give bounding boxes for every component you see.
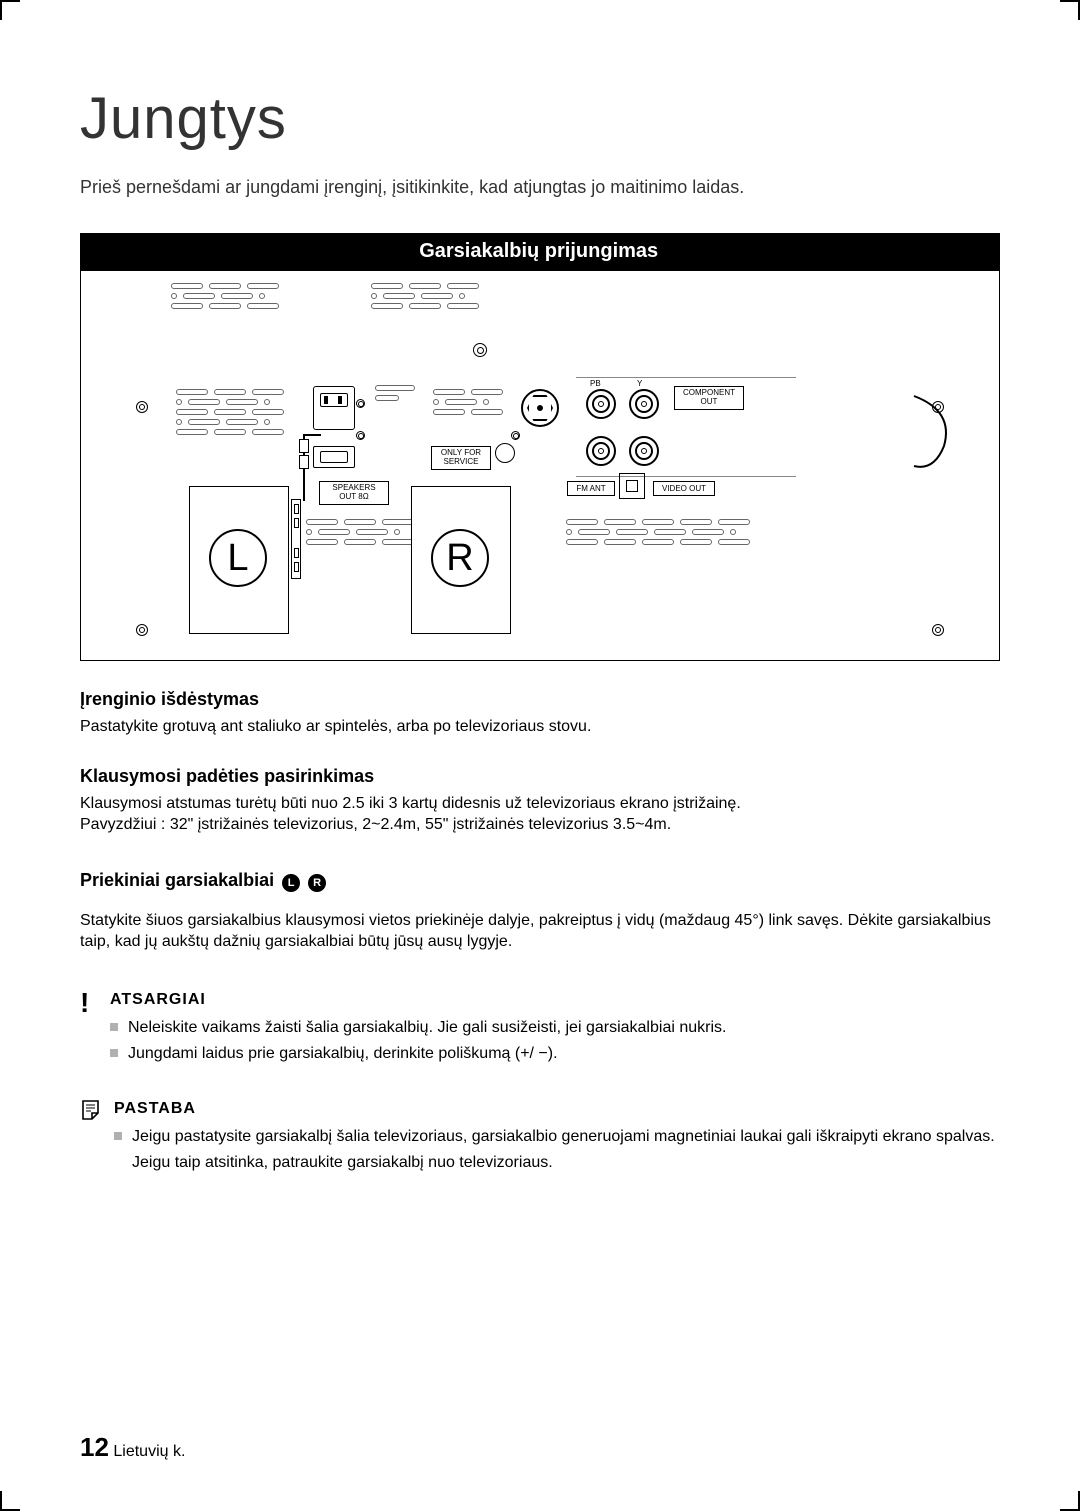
note-title: PASTABA: [114, 1100, 196, 1117]
crop-mark: [0, 1491, 20, 1511]
label-y: Y: [637, 379, 642, 388]
caution-item: Jungdami laidus prie garsiakalbių, derin…: [110, 1041, 1000, 1067]
label-only-for-service: ONLY FOR SERVICE: [431, 446, 491, 470]
fmant-connector: [619, 473, 645, 499]
screw-icon: [136, 624, 148, 636]
speaker-left-circle: L: [209, 529, 267, 587]
note-list: Jeigu pastatysite garsiakalbį šalia tele…: [114, 1124, 1000, 1175]
note-callout: PASTABA Jeigu pastatysite garsiakalbį ša…: [80, 1100, 1000, 1175]
speaker-badge-l: L: [282, 874, 300, 892]
section-header-text: Garsiakalbių prijungimas: [411, 233, 1000, 271]
vent-group: [171, 283, 279, 309]
vent-group: [433, 389, 503, 415]
cable: [303, 434, 321, 436]
caution-list: Neleiskite vaikams žaisti šalia garsiaka…: [110, 1015, 1000, 1066]
exclamation-icon: !: [80, 987, 89, 1019]
footer-lang: Lietuvių k.: [113, 1443, 185, 1460]
screw-icon: [511, 431, 520, 440]
coax-jack: [521, 389, 559, 427]
vent-group: [371, 283, 479, 309]
crop-mark: [1060, 1491, 1080, 1511]
label-pb: PB: [590, 379, 601, 388]
note-icon: [80, 1098, 104, 1129]
label-component-out: COMPONENT OUT: [674, 386, 744, 410]
placement-title: Įrenginio išdėstymas: [80, 689, 1000, 710]
crop-mark: [0, 0, 20, 20]
front-speakers-text: Statykite šiuos garsiakalbius klausymosi…: [80, 910, 1000, 953]
note-item: Jeigu pastatysite garsiakalbį šalia tele…: [114, 1124, 1000, 1175]
label-speakers-out: SPEAKERS OUT 8Ω: [319, 481, 389, 505]
label-video-out: VIDEO OUT: [653, 481, 715, 496]
plug: [299, 455, 309, 469]
caution-callout: ! ATSARGIAI Neleiskite vaikams žaisti ša…: [80, 991, 1000, 1066]
page-title: Jungtys: [80, 85, 1000, 152]
service-jack: [495, 443, 515, 463]
front-speakers-title: Priekiniai garsiakalbiai L R: [80, 870, 1000, 892]
rca-jack: [629, 389, 659, 419]
rca-jack: [586, 389, 616, 419]
vent-group: [566, 519, 750, 545]
caution-item: Neleiskite vaikams žaisti šalia garsiaka…: [110, 1015, 1000, 1041]
speaker-badge-r: R: [308, 874, 326, 892]
listening-title: Klausymosi padėties pasirinkimas: [80, 766, 1000, 787]
screw-icon: [473, 343, 487, 357]
rca-jack: [586, 436, 616, 466]
screw-icon: [356, 431, 365, 440]
power-socket: [313, 386, 355, 430]
speaker-terminal: [291, 499, 301, 579]
crop-mark: [1060, 0, 1080, 20]
listening-text1: Klausymosi atstumas turėtų būti nuo 2.5 …: [80, 793, 1000, 815]
label-fm-ant: FM ANT: [567, 481, 615, 496]
page-footer: 12 Lietuvių k.: [80, 1432, 185, 1463]
intro-text: Prieš pernešdami ar jungdami įrenginį, į…: [80, 177, 1000, 198]
rca-jack: [629, 436, 659, 466]
vent-group: [306, 519, 414, 545]
vent-group: [375, 385, 415, 401]
caution-title: ATSARGIAI: [110, 991, 206, 1008]
connector: [313, 446, 355, 468]
placement-text: Pastatykite grotuvą ant staliuko ar spin…: [80, 716, 1000, 738]
screw-icon: [932, 624, 944, 636]
screw-icon: [356, 399, 365, 408]
rear-panel-diagram: ONLY FOR SERVICE PB Y COMPONENT OUT SPEA…: [80, 271, 1000, 661]
page-number: 12: [80, 1432, 109, 1462]
screw-icon: [136, 401, 148, 413]
listening-text2: Pavyzdžiui : 32" įstrižainės televizoriu…: [80, 814, 1000, 836]
plug: [299, 439, 309, 453]
cable-curve: [909, 391, 969, 481]
section-header-bar: Garsiakalbių prijungimas: [80, 233, 1000, 271]
vent-group: [176, 389, 284, 435]
speaker-right-circle: R: [431, 529, 489, 587]
